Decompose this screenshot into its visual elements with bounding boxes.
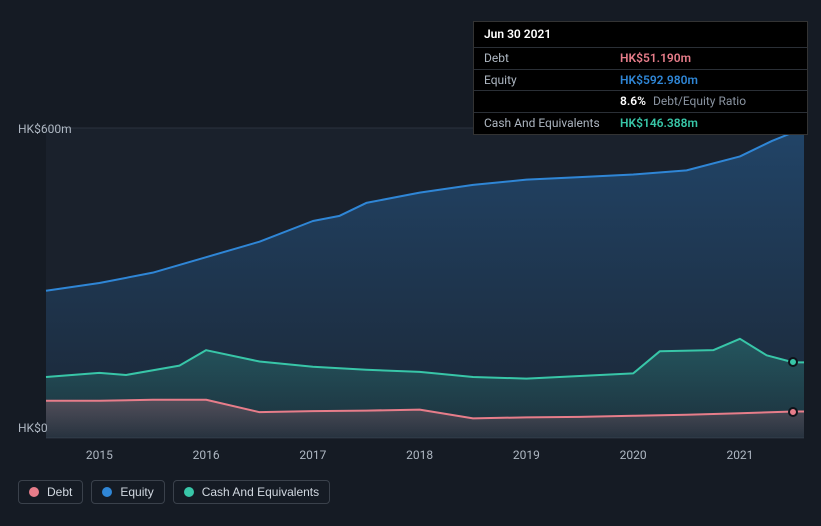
x-axis-tick-label: 2021 xyxy=(726,448,753,462)
tooltip-row-label xyxy=(484,93,602,110)
x-axis-tick-label: 2020 xyxy=(620,448,647,462)
legend-label: Equity xyxy=(120,485,153,499)
tooltip-row-value: 8.6% Debt/Equity Ratio xyxy=(620,93,746,110)
x-axis-tick-label: 2017 xyxy=(299,448,326,462)
tooltip-row: Equity HK$592.980m xyxy=(474,69,807,91)
legend-dot-icon xyxy=(102,487,112,497)
tooltip-row-label: Cash And Equivalents xyxy=(484,115,602,132)
legend-toggle-cash[interactable]: Cash And Equivalents xyxy=(173,480,330,504)
x-axis-tick-label: 2019 xyxy=(513,448,540,462)
legend-label: Cash And Equivalents xyxy=(202,485,319,499)
hover-marker-cash xyxy=(788,357,798,367)
legend-dot-icon xyxy=(29,487,39,497)
tooltip-row-value: HK$592.980m xyxy=(620,72,698,89)
tooltip-row: Debt HK$51.190m xyxy=(474,47,807,69)
x-axis-tick-label: 2016 xyxy=(193,448,220,462)
legend-toggle-debt[interactable]: Debt xyxy=(18,480,83,504)
hover-marker-debt xyxy=(788,407,798,417)
x-axis-tick-label: 2018 xyxy=(406,448,433,462)
tooltip-row-value: HK$51.190m xyxy=(620,50,691,67)
tooltip-date: Jun 30 2021 xyxy=(474,22,807,47)
chart-legend: Debt Equity Cash And Equivalents xyxy=(18,480,330,504)
legend-label: Debt xyxy=(47,485,72,499)
tooltip-row-suffix: Debt/Equity Ratio xyxy=(650,94,746,108)
legend-toggle-equity[interactable]: Equity xyxy=(91,480,164,504)
tooltip-row-label: Debt xyxy=(484,50,602,67)
legend-dot-icon xyxy=(184,487,194,497)
hover-tooltip: Jun 30 2021 Debt HK$51.190m Equity HK$592.9… xyxy=(473,21,808,135)
tooltip-row: 8.6% Debt/Equity Ratio xyxy=(474,90,807,112)
tooltip-row-label: Equity xyxy=(484,72,602,89)
y-axis-max-label: HK$600m xyxy=(18,122,72,136)
y-axis-min-label: HK$0 xyxy=(18,421,48,435)
tooltip-row: Cash And Equivalents HK$146.388m xyxy=(474,112,807,134)
x-axis-tick-label: 2015 xyxy=(86,448,113,462)
tooltip-row-value: HK$146.388m xyxy=(620,115,698,132)
